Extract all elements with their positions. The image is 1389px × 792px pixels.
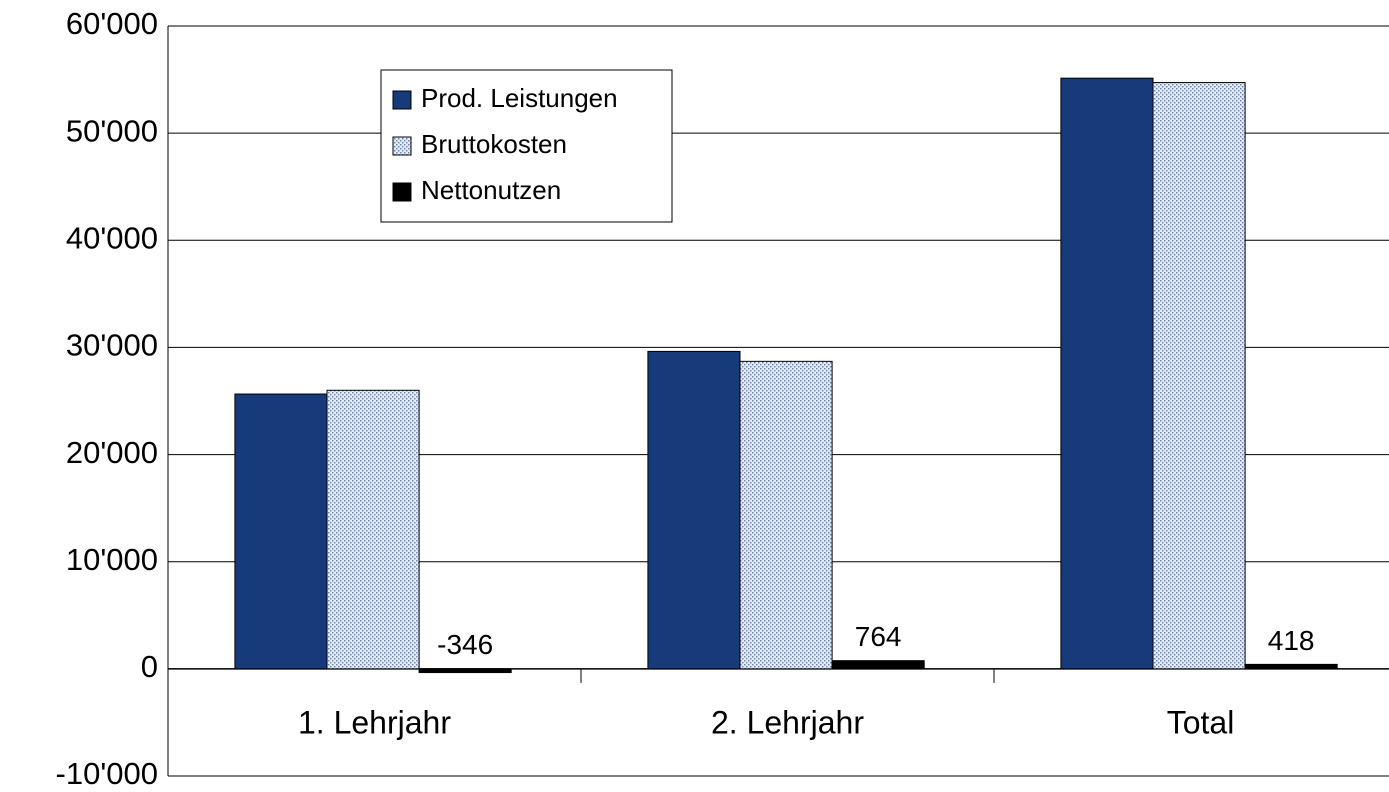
bar (647, 350, 741, 670)
legend-box (380, 69, 673, 223)
y-tick-label: 30'000 (66, 328, 158, 363)
legend-label: Nettonutzen (421, 175, 561, 205)
legend-label: Prod. Leistungen (421, 83, 618, 113)
bar (418, 668, 512, 674)
x-tick-label: 2. Lehrjahr (711, 704, 864, 740)
bar (234, 393, 328, 670)
bar (831, 660, 925, 670)
legend-label: Bruttokosten (421, 129, 567, 159)
data-label: 764 (855, 621, 902, 652)
legend-swatch (392, 90, 412, 110)
y-tick-label: 0 (141, 649, 158, 684)
y-tick-label: 50'000 (66, 113, 158, 148)
y-tick-label: 40'000 (66, 220, 158, 255)
bar (739, 360, 833, 670)
legend-swatch (392, 136, 412, 156)
bar (1060, 77, 1154, 670)
bar (1244, 663, 1338, 670)
bar (1152, 82, 1246, 670)
data-label: 418 (1268, 625, 1315, 656)
y-tick-label: 20'000 (66, 435, 158, 470)
y-tick-label: 60'000 (66, 6, 158, 41)
y-tick-label: -10'000 (56, 756, 158, 791)
legend-swatch (392, 182, 412, 202)
x-tick-label: Total (1167, 704, 1235, 740)
bar (326, 389, 420, 670)
data-label: -346 (437, 629, 493, 660)
x-tick-label: 1. Lehrjahr (298, 704, 451, 740)
y-tick-label: 10'000 (66, 542, 158, 577)
